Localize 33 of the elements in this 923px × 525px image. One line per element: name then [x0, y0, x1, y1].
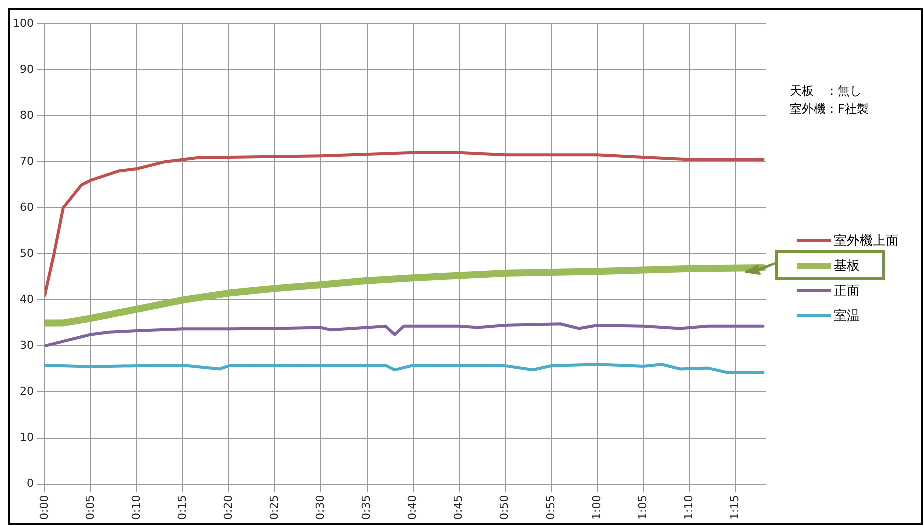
x-tick-label: 0:50 — [498, 495, 512, 520]
y-tick-label: 90 — [20, 62, 34, 76]
legend-label: 正面 — [834, 282, 860, 300]
legend-label: 室外機上面 — [834, 232, 899, 250]
x-tick-label: 1:10 — [682, 495, 696, 520]
y-tick-label: 80 — [20, 108, 34, 122]
y-tick-label: 60 — [20, 200, 34, 214]
x-tick-label: 0:30 — [314, 495, 328, 520]
y-tick-label: 70 — [20, 154, 34, 168]
x-tick-label: 0:35 — [360, 495, 374, 520]
x-tick-label: 0:45 — [452, 495, 466, 520]
x-tick-label: 0:15 — [176, 495, 189, 520]
x-tick-label: 1:00 — [590, 495, 604, 520]
y-tick-label: 10 — [20, 431, 34, 444]
y-tick-label: 40 — [20, 293, 34, 306]
x-tick-label: 0:05 — [84, 495, 97, 520]
y-tick-label: 20 — [20, 385, 34, 398]
x-tick-label: 0:40 — [406, 495, 420, 520]
legend-label: 室温 — [834, 308, 860, 324]
y-tick-label: 30 — [20, 339, 34, 352]
x-tick-label: 1:15 — [728, 495, 742, 520]
x-tick-label: 0:20 — [222, 495, 235, 520]
y-tick-label: 50 — [20, 247, 34, 260]
text: 天板 ：無し — [790, 83, 863, 100]
x-tick-label: 0:00 — [38, 495, 51, 520]
text: 室外機：F社製 — [790, 101, 869, 118]
x-tick-label: 0:55 — [544, 495, 558, 520]
legend-label: 基板 — [834, 258, 860, 274]
x-tick-label: 1:05 — [636, 495, 650, 520]
y-tick-label: 100 — [12, 16, 34, 30]
x-tick-label: 0:10 — [130, 495, 143, 520]
y-tick-label: 0 — [26, 477, 34, 490]
x-tick-label: 0:25 — [268, 495, 282, 520]
